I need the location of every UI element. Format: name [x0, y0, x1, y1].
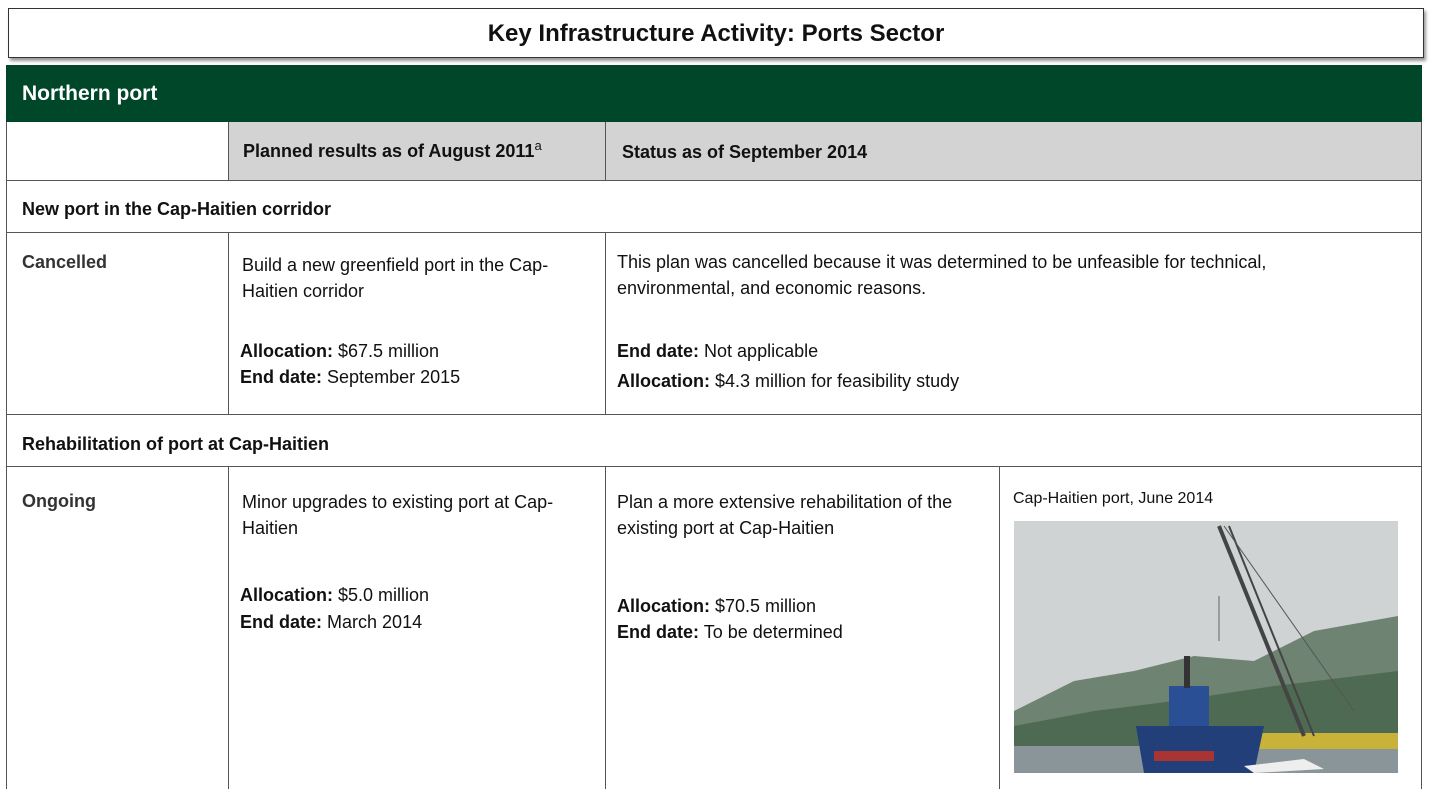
- header-row: [228, 122, 1422, 180]
- row-line: [6, 466, 1422, 467]
- status-text: This plan was cancelled because it was d…: [617, 252, 1267, 298]
- col-line: [228, 232, 229, 414]
- section-title: Northern port: [22, 82, 158, 105]
- value: September 2015: [327, 367, 461, 387]
- label: Allocation:: [240, 585, 333, 605]
- col-line: [605, 466, 606, 789]
- status-allocation: Allocation: $4.3 million for feasibility…: [617, 368, 959, 394]
- footnote-mark: a: [534, 138, 542, 153]
- value: March 2014: [327, 612, 423, 632]
- border: [6, 122, 7, 789]
- planned-header-text: Planned results as of August 2011: [243, 141, 535, 161]
- row-line: [6, 232, 1422, 233]
- planned-allocation: Allocation: $5.0 million: [240, 582, 429, 608]
- planned-header: Planned results as of August 2011a: [243, 138, 542, 162]
- planned-end: End date: September 2015: [240, 364, 460, 390]
- status-end: End date: Not applicable: [617, 338, 818, 364]
- label: End date:: [617, 341, 700, 361]
- value: Not applicable: [704, 341, 819, 361]
- value: $70.5 million: [715, 596, 817, 616]
- border: [1421, 122, 1422, 789]
- project-status: Ongoing: [22, 491, 96, 511]
- value: $5.0 million: [338, 585, 430, 605]
- project-name: New port in the Cap-Haitien corridor: [22, 199, 332, 219]
- planned-end: End date: March 2014: [240, 609, 422, 635]
- planned-text: Build a new greenfield port in the Cap-H…: [242, 255, 549, 301]
- planned-text: Minor upgrades to existing port at Cap-H…: [242, 492, 554, 538]
- col-line: [605, 232, 606, 414]
- photo-caption: Cap-Haitien port, June 2014: [1013, 490, 1214, 507]
- value: $67.5 million: [338, 341, 440, 361]
- section-band: Northern port: [6, 65, 1422, 122]
- planned-allocation: Allocation: $67.5 million: [240, 338, 439, 364]
- value: To be determined: [703, 622, 843, 642]
- project-name: Rehabilitation of port at Cap-Haitien: [22, 434, 330, 454]
- label: End date:: [240, 367, 323, 387]
- label: End date:: [617, 622, 700, 642]
- col-line: [605, 122, 606, 180]
- project-status: Cancelled: [22, 252, 108, 272]
- status-header: Status as of September 2014: [622, 142, 868, 162]
- col-line: [228, 466, 229, 789]
- label: Allocation:: [240, 341, 333, 361]
- label: End date:: [240, 612, 323, 632]
- col-line: [999, 466, 1000, 789]
- page-title: Key Infrastructure Activity: Ports Secto…: [8, 8, 1424, 58]
- label: Allocation:: [617, 371, 710, 391]
- row-line: [6, 414, 1422, 415]
- status-allocation: Allocation: $70.5 million: [617, 593, 816, 619]
- row-line: [6, 180, 1422, 181]
- status-end: End date: To be determined: [617, 619, 843, 645]
- port-photo: [1014, 521, 1398, 773]
- label: Allocation:: [617, 596, 710, 616]
- value: $4.3 million for feasibility study: [715, 371, 960, 391]
- col-line: [228, 122, 229, 180]
- status-text: Plan a more extensive rehabilitation of …: [617, 492, 953, 538]
